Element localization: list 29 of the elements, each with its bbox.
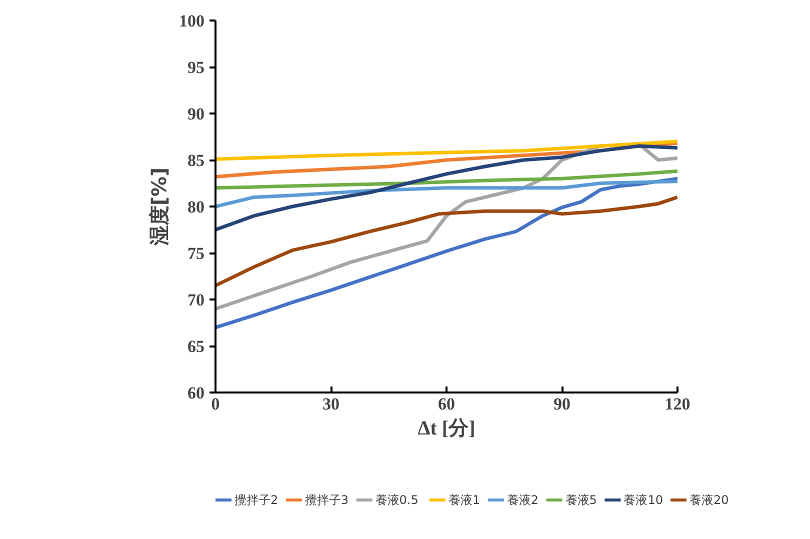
line-series [216,195,678,288]
x-tick-label: 90 [554,394,570,414]
line-series [216,180,678,208]
y-tick-label: 85 [188,151,204,170]
y-tick-label: 75 [188,244,204,263]
legend-label: 攪拌子3 [304,493,349,507]
y-tick-label: 70 [188,290,204,310]
legend-label: 攪拌子2 [234,493,278,507]
y-tick-label: 65 [188,337,204,356]
x-tick-label: 30 [322,394,340,414]
x-tick-label: 120 [664,394,690,414]
legend-label: 養液0.5 [375,493,418,507]
line-series [216,169,678,190]
x-tick-label: 60 [438,394,455,414]
x-tick-label: 0 [211,394,220,414]
legend-label: 養液1 [448,493,480,507]
line-series [216,144,678,232]
line-series [216,140,678,161]
line-series [216,176,678,330]
legend-label: 養液10 [624,493,663,507]
legend-label: 養液5 [565,493,597,507]
legend-label: 養液2 [506,493,539,507]
y-axis-title: 湿度[%] [147,167,171,247]
y-tick-label: 100 [179,12,204,30]
y-tick-label: 80 [188,198,204,216]
y-tick-label: 90 [188,104,204,124]
legend-label: 養液20 [690,493,729,507]
x-axis-title: Δt [分] [418,418,476,440]
y-tick-label: 95 [188,58,204,77]
